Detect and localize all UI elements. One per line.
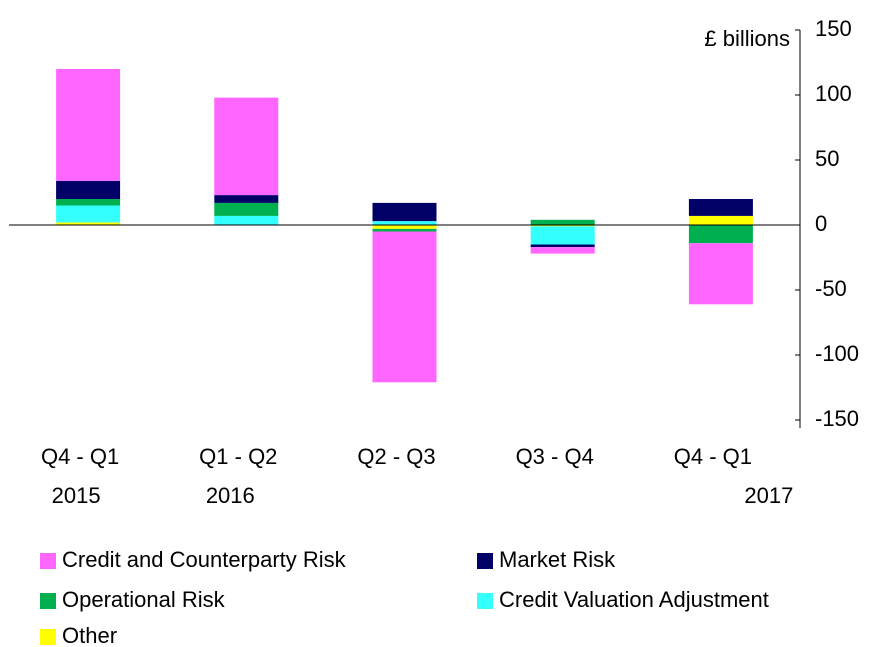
y-tick-label: -100	[815, 341, 859, 366]
bar-segment	[56, 180, 121, 199]
y-tick-label: 150	[815, 16, 852, 41]
bar-segment	[214, 195, 279, 203]
legend-label: Credit Valuation Adjustment	[499, 587, 769, 612]
bar-segment	[530, 219, 595, 225]
legend-swatch	[40, 593, 56, 609]
legend-label: Credit and Counterparty Risk	[62, 547, 347, 572]
bar-segment	[530, 247, 595, 254]
legend-swatch	[477, 553, 493, 569]
bar-segment	[372, 221, 437, 225]
bar-segment	[688, 243, 753, 305]
bar-segment	[214, 97, 279, 196]
bar-segment	[372, 202, 437, 222]
x-tick-label: Q1 - Q2	[199, 444, 277, 469]
x-tick-label: Q4 - Q1	[674, 444, 752, 469]
bar-segment	[530, 225, 595, 227]
x-tick-label: Q4 - Q1	[41, 444, 119, 469]
legend-swatch	[477, 593, 493, 609]
x-tick-year: 2016	[206, 483, 255, 508]
bar-segment	[56, 199, 121, 206]
y-tick-label: -50	[815, 276, 847, 301]
bar-segment	[56, 69, 121, 181]
x-tick-label: Q3 - Q4	[516, 444, 594, 469]
bar-segment	[688, 215, 753, 225]
bar-segment	[56, 222, 121, 225]
y-axis-label: £ billions	[704, 26, 790, 51]
bar-segment	[530, 244, 595, 248]
y-tick-label: 50	[815, 146, 839, 171]
legend-label: Operational Risk	[62, 587, 226, 612]
x-tick-year: 2015	[52, 483, 101, 508]
legend-label: Other	[62, 623, 117, 647]
bar-segment	[214, 215, 279, 225]
bar-segment	[214, 202, 279, 216]
bar-segment	[530, 226, 595, 245]
y-tick-label: -150	[815, 406, 859, 431]
bar-segment	[688, 199, 753, 216]
bar-segment	[372, 228, 437, 232]
bar-segment	[688, 225, 753, 244]
bar-segment	[372, 231, 437, 383]
bar-segment	[372, 225, 437, 229]
legend-label: Market Risk	[499, 547, 616, 572]
x-tick-year: 2017	[744, 483, 793, 508]
x-tick-label: Q2 - Q3	[357, 444, 435, 469]
legend-swatch	[40, 553, 56, 569]
bar-segment	[56, 205, 121, 223]
legend-swatch	[40, 629, 56, 645]
y-tick-label: 0	[815, 211, 827, 236]
y-tick-label: 100	[815, 81, 852, 106]
